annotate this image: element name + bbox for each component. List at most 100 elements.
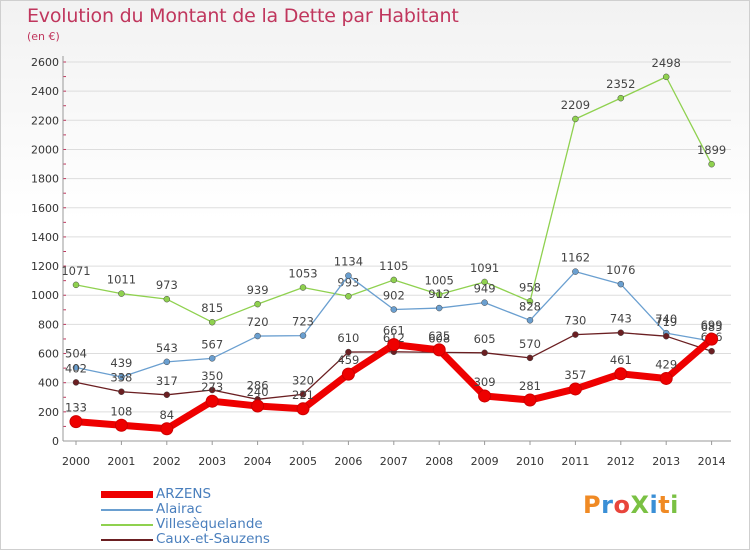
y-tick-label: 800 [38, 318, 59, 331]
data-label: 1091 [470, 261, 499, 275]
data-label: 1105 [379, 259, 408, 273]
data-point [572, 115, 579, 123]
x-tick-label: 2008 [425, 455, 453, 468]
legend-swatch [101, 524, 153, 526]
data-label: 567 [201, 337, 223, 351]
data-point [205, 394, 219, 408]
x-tick-label: 2012 [607, 455, 635, 468]
data-label: 461 [610, 353, 632, 367]
y-tick-label: 2200 [31, 114, 59, 127]
data-label: 84 [159, 408, 174, 422]
data-label: 1071 [61, 264, 90, 278]
data-label: 605 [474, 332, 496, 346]
x-tick-label: 2000 [62, 455, 90, 468]
data-point [478, 389, 492, 403]
y-tick-label: 200 [38, 406, 59, 419]
data-label: 504 [65, 347, 87, 361]
data-point [662, 332, 670, 340]
logo-letter: t [658, 491, 671, 519]
y-tick-label: 1600 [31, 202, 59, 215]
data-label: 993 [337, 275, 359, 289]
data-point [617, 280, 625, 288]
data-label: 281 [519, 379, 541, 393]
data-label: 1011 [107, 273, 136, 287]
data-point [254, 332, 261, 340]
x-tick-label: 2002 [153, 455, 181, 468]
data-label: 439 [110, 356, 132, 370]
legend-swatch [101, 539, 153, 541]
data-label: 273 [201, 380, 223, 394]
data-point [299, 391, 307, 398]
data-point [435, 291, 443, 298]
legend-label: ARZENS [156, 486, 212, 502]
data-point [708, 160, 715, 168]
data-label: 1899 [697, 143, 726, 157]
data-point [572, 331, 579, 338]
data-label: 958 [519, 280, 541, 294]
y-tick-label: 2600 [31, 56, 59, 69]
data-label: 902 [383, 289, 405, 303]
data-point [481, 299, 488, 306]
data-point [163, 295, 171, 303]
data-point [572, 268, 579, 275]
data-label: 608 [428, 331, 450, 345]
data-label: 719 [655, 315, 677, 329]
data-label: 350 [201, 369, 223, 383]
data-point [208, 386, 216, 394]
data-label: 1005 [425, 274, 454, 288]
x-tick-label: 2005 [289, 455, 317, 468]
data-point [481, 349, 488, 357]
data-label: 973 [156, 278, 178, 292]
x-tick-label: 2010 [516, 455, 544, 468]
data-point [299, 284, 307, 291]
data-point [617, 94, 625, 102]
data-point [208, 355, 216, 362]
y-tick-label: 0 [52, 435, 59, 448]
data-label: 912 [428, 287, 450, 301]
proxiti-logo: ProXiti [583, 491, 679, 519]
data-label: 570 [519, 337, 541, 351]
logo-letter: X [630, 491, 650, 519]
data-label: 743 [610, 312, 632, 326]
logo-letter: i [649, 491, 659, 519]
x-tick-label: 2011 [561, 455, 589, 468]
data-point [481, 278, 488, 286]
data-label: 429 [655, 357, 677, 371]
data-label: 730 [564, 314, 586, 328]
x-tick-label: 2013 [652, 455, 680, 468]
data-label: 625 [428, 329, 450, 343]
data-point [345, 272, 352, 279]
data-point [69, 415, 83, 429]
data-point [526, 317, 534, 324]
data-label: 939 [247, 283, 269, 297]
data-point [299, 332, 307, 339]
logo-letter: P [583, 491, 602, 519]
x-tick-label: 2009 [471, 455, 499, 468]
data-label: 459 [337, 353, 359, 367]
logo-letter: i [670, 491, 679, 519]
data-point [345, 293, 352, 300]
y-tick-label: 1800 [31, 173, 59, 186]
data-point [705, 332, 719, 346]
data-point [254, 300, 261, 308]
logo-letter: r [601, 491, 614, 519]
legend-item: Villesèquelande [101, 516, 341, 532]
y-tick-label: 1200 [31, 260, 59, 273]
data-point [114, 418, 128, 432]
data-label: 402 [65, 361, 87, 375]
legend-item: Alairac [101, 501, 341, 517]
data-point [526, 354, 534, 362]
legend-label: Alairac [156, 501, 203, 517]
data-point [72, 379, 80, 386]
data-label: 699 [701, 318, 723, 332]
data-point [118, 373, 125, 381]
data-label: 317 [156, 374, 178, 388]
data-label: 240 [247, 385, 269, 399]
data-point [163, 358, 171, 366]
data-label: 338 [110, 371, 132, 385]
legend-label: Villesèquelande [156, 516, 263, 532]
data-point [568, 382, 582, 396]
data-point [523, 393, 537, 407]
